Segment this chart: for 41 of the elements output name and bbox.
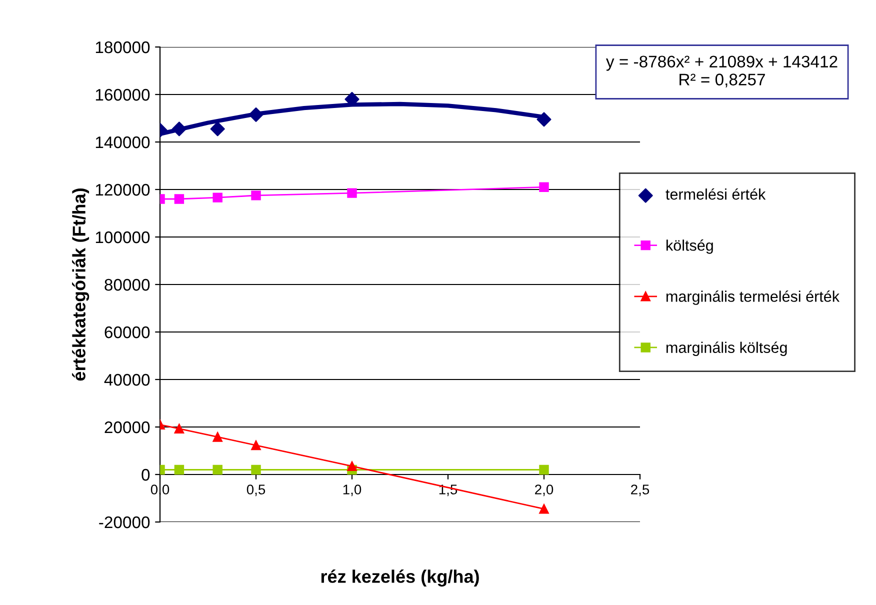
point	[539, 504, 549, 514]
x-axis-title: réz kezelés (kg/ha)	[321, 570, 479, 587]
y-tick-label: 80000	[104, 278, 150, 291]
legend-label: marginális költség	[666, 342, 787, 356]
point	[344, 92, 360, 107]
point	[212, 192, 222, 202]
y-tick-label: 160000	[96, 88, 150, 101]
y-tick-label: 20000	[104, 421, 150, 434]
y-tick-label: 0	[142, 468, 150, 481]
point	[248, 107, 264, 122]
point	[174, 464, 184, 475]
point	[347, 461, 357, 472]
point	[210, 122, 225, 136]
y-tick-label: 140000	[96, 136, 150, 148]
point	[172, 122, 186, 136]
y-tick-label: 60000	[104, 326, 150, 338]
point	[536, 112, 552, 127]
point	[347, 188, 357, 198]
legend-label: marginális termelési érték	[666, 290, 840, 305]
y-tick-label: 180000	[96, 41, 150, 54]
y-axis-title: értékkategóriák (Ft/ha)	[72, 188, 90, 381]
x-tick-label: 0,5	[246, 484, 266, 496]
point	[251, 190, 261, 200]
x-tick-label: 2,5	[631, 484, 650, 496]
x-tick-label: 1,0	[343, 484, 362, 496]
point	[539, 182, 549, 192]
annotation: y = -8786x² + 21089x + 143412 R² = 0,8257	[606, 56, 838, 88]
point	[539, 464, 549, 475]
point	[251, 440, 261, 450]
point	[251, 464, 261, 475]
point	[212, 464, 222, 475]
legend-label: költség	[666, 239, 713, 254]
point	[212, 432, 222, 442]
x-tick-label: 2,0	[535, 484, 554, 496]
legend-label: termelési érték	[666, 188, 766, 200]
y-tick-label: 40000	[104, 374, 150, 386]
y-tick-label: -20000	[99, 516, 150, 528]
point	[174, 194, 184, 204]
y-tick-label: 100000	[96, 231, 150, 244]
point	[174, 424, 184, 434]
y-tick-label: 120000	[96, 184, 150, 196]
